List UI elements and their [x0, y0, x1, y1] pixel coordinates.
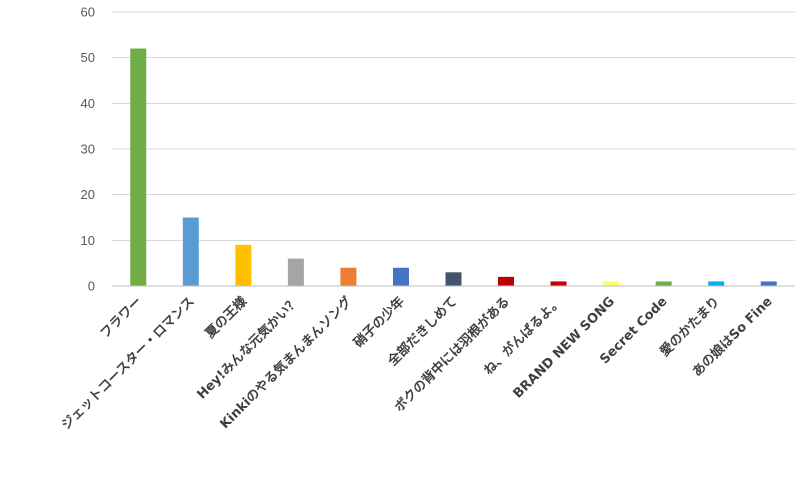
- x-tick-label: 硝子の少年: [351, 294, 408, 351]
- y-tick-label: 50: [81, 50, 95, 65]
- y-tick-label: 30: [81, 142, 95, 157]
- bar-12: [760, 281, 777, 286]
- bar-2: [235, 244, 252, 286]
- bar-1: [182, 217, 199, 286]
- x-tick-label: フラワー: [98, 294, 145, 341]
- bars: [130, 48, 777, 287]
- y-tick-label: 60: [81, 5, 95, 20]
- y-tick-label: 10: [81, 233, 95, 248]
- y-tick-label: 20: [81, 187, 95, 202]
- bar-9: [603, 281, 620, 286]
- x-tick-label: Hey!みんな元気かい？: [194, 294, 303, 403]
- bar-0: [130, 48, 147, 287]
- bar-4: [340, 267, 357, 286]
- gridlines: [112, 11, 795, 241]
- y-axis-tick-labels: 0 10 20 30 40 50 60: [81, 5, 95, 294]
- bar-3: [287, 258, 304, 286]
- y-tick-label: 0: [88, 279, 95, 294]
- bar-7: [498, 276, 515, 286]
- bar-6: [445, 272, 462, 286]
- x-tick-label: BRAND NEW SONG: [511, 294, 618, 401]
- bar-10: [655, 281, 672, 286]
- bar-5: [392, 267, 409, 286]
- bar-8: [550, 281, 567, 286]
- bar-11: [708, 281, 725, 286]
- x-tick-label: 夏の王様: [201, 293, 250, 342]
- y-tick-label: 40: [81, 96, 95, 111]
